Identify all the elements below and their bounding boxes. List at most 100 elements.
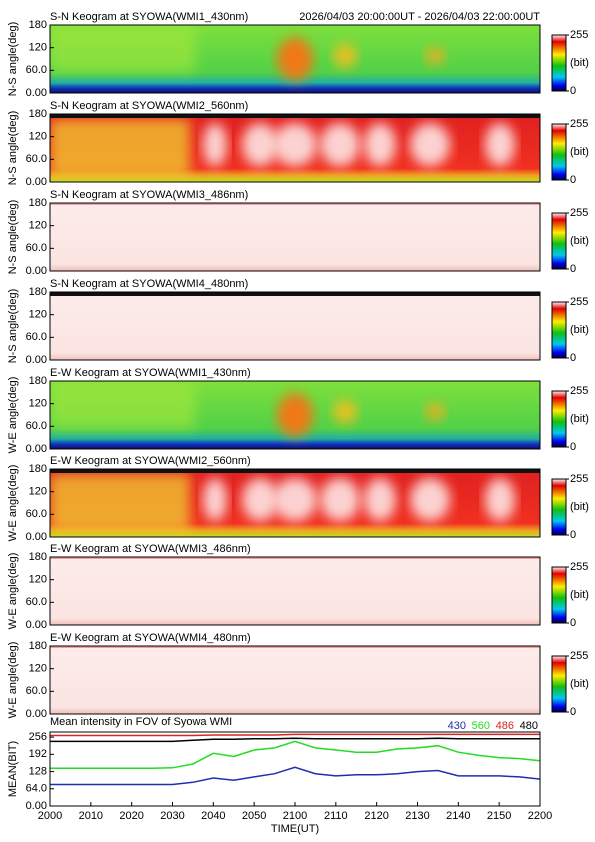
- y-tick-label: 0.00: [26, 531, 47, 543]
- series-line: [50, 766, 540, 786]
- y-tick-label: 60.0: [26, 331, 47, 343]
- colorbar-tick-label: 0: [570, 174, 576, 186]
- colorbar-tick-label: 255: [570, 561, 588, 573]
- legend-entry: 430: [448, 720, 466, 732]
- keogram-blob: [425, 403, 445, 420]
- y-axis-label: N-S angle(deg): [7, 200, 19, 275]
- keogram-bg: [50, 557, 540, 625]
- y-tick-label: 180: [29, 108, 47, 120]
- y-tick-label: 192: [29, 748, 47, 760]
- colorbar-tick-label: 0: [570, 352, 576, 364]
- keogram-edge: [50, 292, 540, 296]
- colorbar-label: (bit): [570, 146, 589, 158]
- plot-frame: [49, 202, 541, 272]
- colorbar-label: (bit): [570, 324, 589, 336]
- colorbar-label: (bit): [570, 501, 589, 513]
- keogram-edge: [50, 557, 540, 559]
- y-axis-label: W-E angle(deg): [7, 642, 19, 719]
- colorbar-tick-label: 0: [570, 529, 576, 541]
- legend-entry: 480: [520, 720, 538, 732]
- keogram-image: [50, 469, 540, 537]
- x-tick-label: 2000: [38, 810, 62, 822]
- colorbar-tick-label: 0: [570, 85, 576, 97]
- keogram-blob: [50, 381, 195, 429]
- y-tick-label: 180: [29, 19, 47, 31]
- keogram-image: [50, 25, 540, 93]
- panel-title: S-N Keogram at SYOWA(WMI2_560nm): [50, 100, 248, 112]
- panel-title: E-W Keogram at SYOWA(WMI1_430nm): [50, 367, 251, 379]
- y-tick-label: 180: [29, 375, 47, 387]
- keogram-blob: [277, 393, 313, 437]
- panel-title: E-W Keogram at SYOWA(WMI2_560nm): [50, 455, 251, 467]
- time-range: 2026/04/03 20:00:00UT - 2026/04/03 22:00…: [299, 11, 540, 23]
- y-axis-label: W-E angle(deg): [7, 465, 19, 542]
- keogram-bg: [50, 646, 540, 714]
- y-tick-label: 0.00: [26, 800, 47, 812]
- y-tick-label: 120: [29, 574, 47, 586]
- y-tick-label: 60.0: [26, 508, 47, 520]
- keogram-blob: [242, 122, 278, 167]
- colorbar-tick-label: 0: [570, 617, 576, 629]
- colorbar: [551, 34, 567, 92]
- keogram-blob: [273, 477, 317, 522]
- x-tick-label: 2050: [242, 810, 266, 822]
- keogram-blob: [203, 122, 227, 167]
- colorbar: [551, 655, 567, 713]
- y-tick-label: 180: [29, 463, 47, 475]
- keogram-blob: [50, 119, 190, 177]
- colorbar-label: (bit): [570, 413, 589, 425]
- colorbar: [551, 123, 567, 181]
- plot-frame: [49, 24, 541, 94]
- keogram-image: [50, 557, 540, 625]
- series-line: [50, 740, 540, 770]
- colorbar-tick-label: 255: [570, 29, 588, 41]
- colorbar-label: (bit): [570, 57, 589, 69]
- keogram-edge: [50, 203, 540, 205]
- y-tick-label: 60.0: [26, 685, 47, 697]
- panel-title: E-W Keogram at SYOWA(WMI4_480nm): [50, 632, 251, 644]
- x-tick-label: 2030: [160, 810, 184, 822]
- y-axis-label: W-E angle(deg): [7, 377, 19, 454]
- y-tick-label: 128: [29, 765, 47, 777]
- y-tick-label: 120: [29, 486, 47, 498]
- series-line: [50, 733, 540, 737]
- plot-frame: [49, 731, 541, 807]
- y-axis-label: N-S angle(deg): [7, 22, 19, 97]
- x-tick-label: 2150: [487, 810, 511, 822]
- series-line: [50, 737, 540, 743]
- colorbar-label: (bit): [570, 235, 589, 247]
- panel-title: E-W Keogram at SYOWA(WMI3_486nm): [50, 543, 251, 555]
- x-tick-label: 2130: [405, 810, 429, 822]
- y-tick-label: 60.0: [26, 420, 47, 432]
- colorbar-tick-label: 255: [570, 650, 588, 662]
- panel-title: S-N Keogram at SYOWA(WMI1_430nm): [50, 11, 248, 23]
- y-tick-label: 120: [29, 309, 47, 321]
- y-tick-label: 180: [29, 197, 47, 209]
- colorbar-tick-label: 0: [570, 263, 576, 275]
- colorbar-tick-label: 255: [570, 296, 588, 308]
- legend-entry: 486: [496, 720, 514, 732]
- x-tick-label: 2040: [201, 810, 225, 822]
- keogram-bg: [50, 203, 540, 271]
- y-tick-label: 120: [29, 398, 47, 410]
- panel-title: Mean intensity in FOV of Syowa WMI: [50, 716, 232, 728]
- keogram-edge: [50, 469, 540, 473]
- y-tick-label: 256: [29, 731, 47, 743]
- y-tick-label: 120: [29, 663, 47, 675]
- plot-frame: [49, 380, 541, 450]
- keogram-blob: [485, 477, 515, 522]
- keogram-blob: [203, 477, 227, 522]
- x-axis-label: TIME(UT): [271, 823, 319, 835]
- y-tick-label: 0.00: [26, 708, 47, 720]
- keogram-blob: [485, 122, 515, 167]
- x-tick-label: 2120: [364, 810, 388, 822]
- keogram-blob: [410, 477, 450, 522]
- y-tick-label: 180: [29, 286, 47, 298]
- keogram-edge: [50, 114, 540, 118]
- y-tick-label: 0.00: [26, 354, 47, 366]
- plot-frame: [49, 645, 541, 715]
- y-tick-label: 120: [29, 131, 47, 143]
- keogram-image: [50, 381, 540, 449]
- colorbar-tick-label: 255: [570, 385, 588, 397]
